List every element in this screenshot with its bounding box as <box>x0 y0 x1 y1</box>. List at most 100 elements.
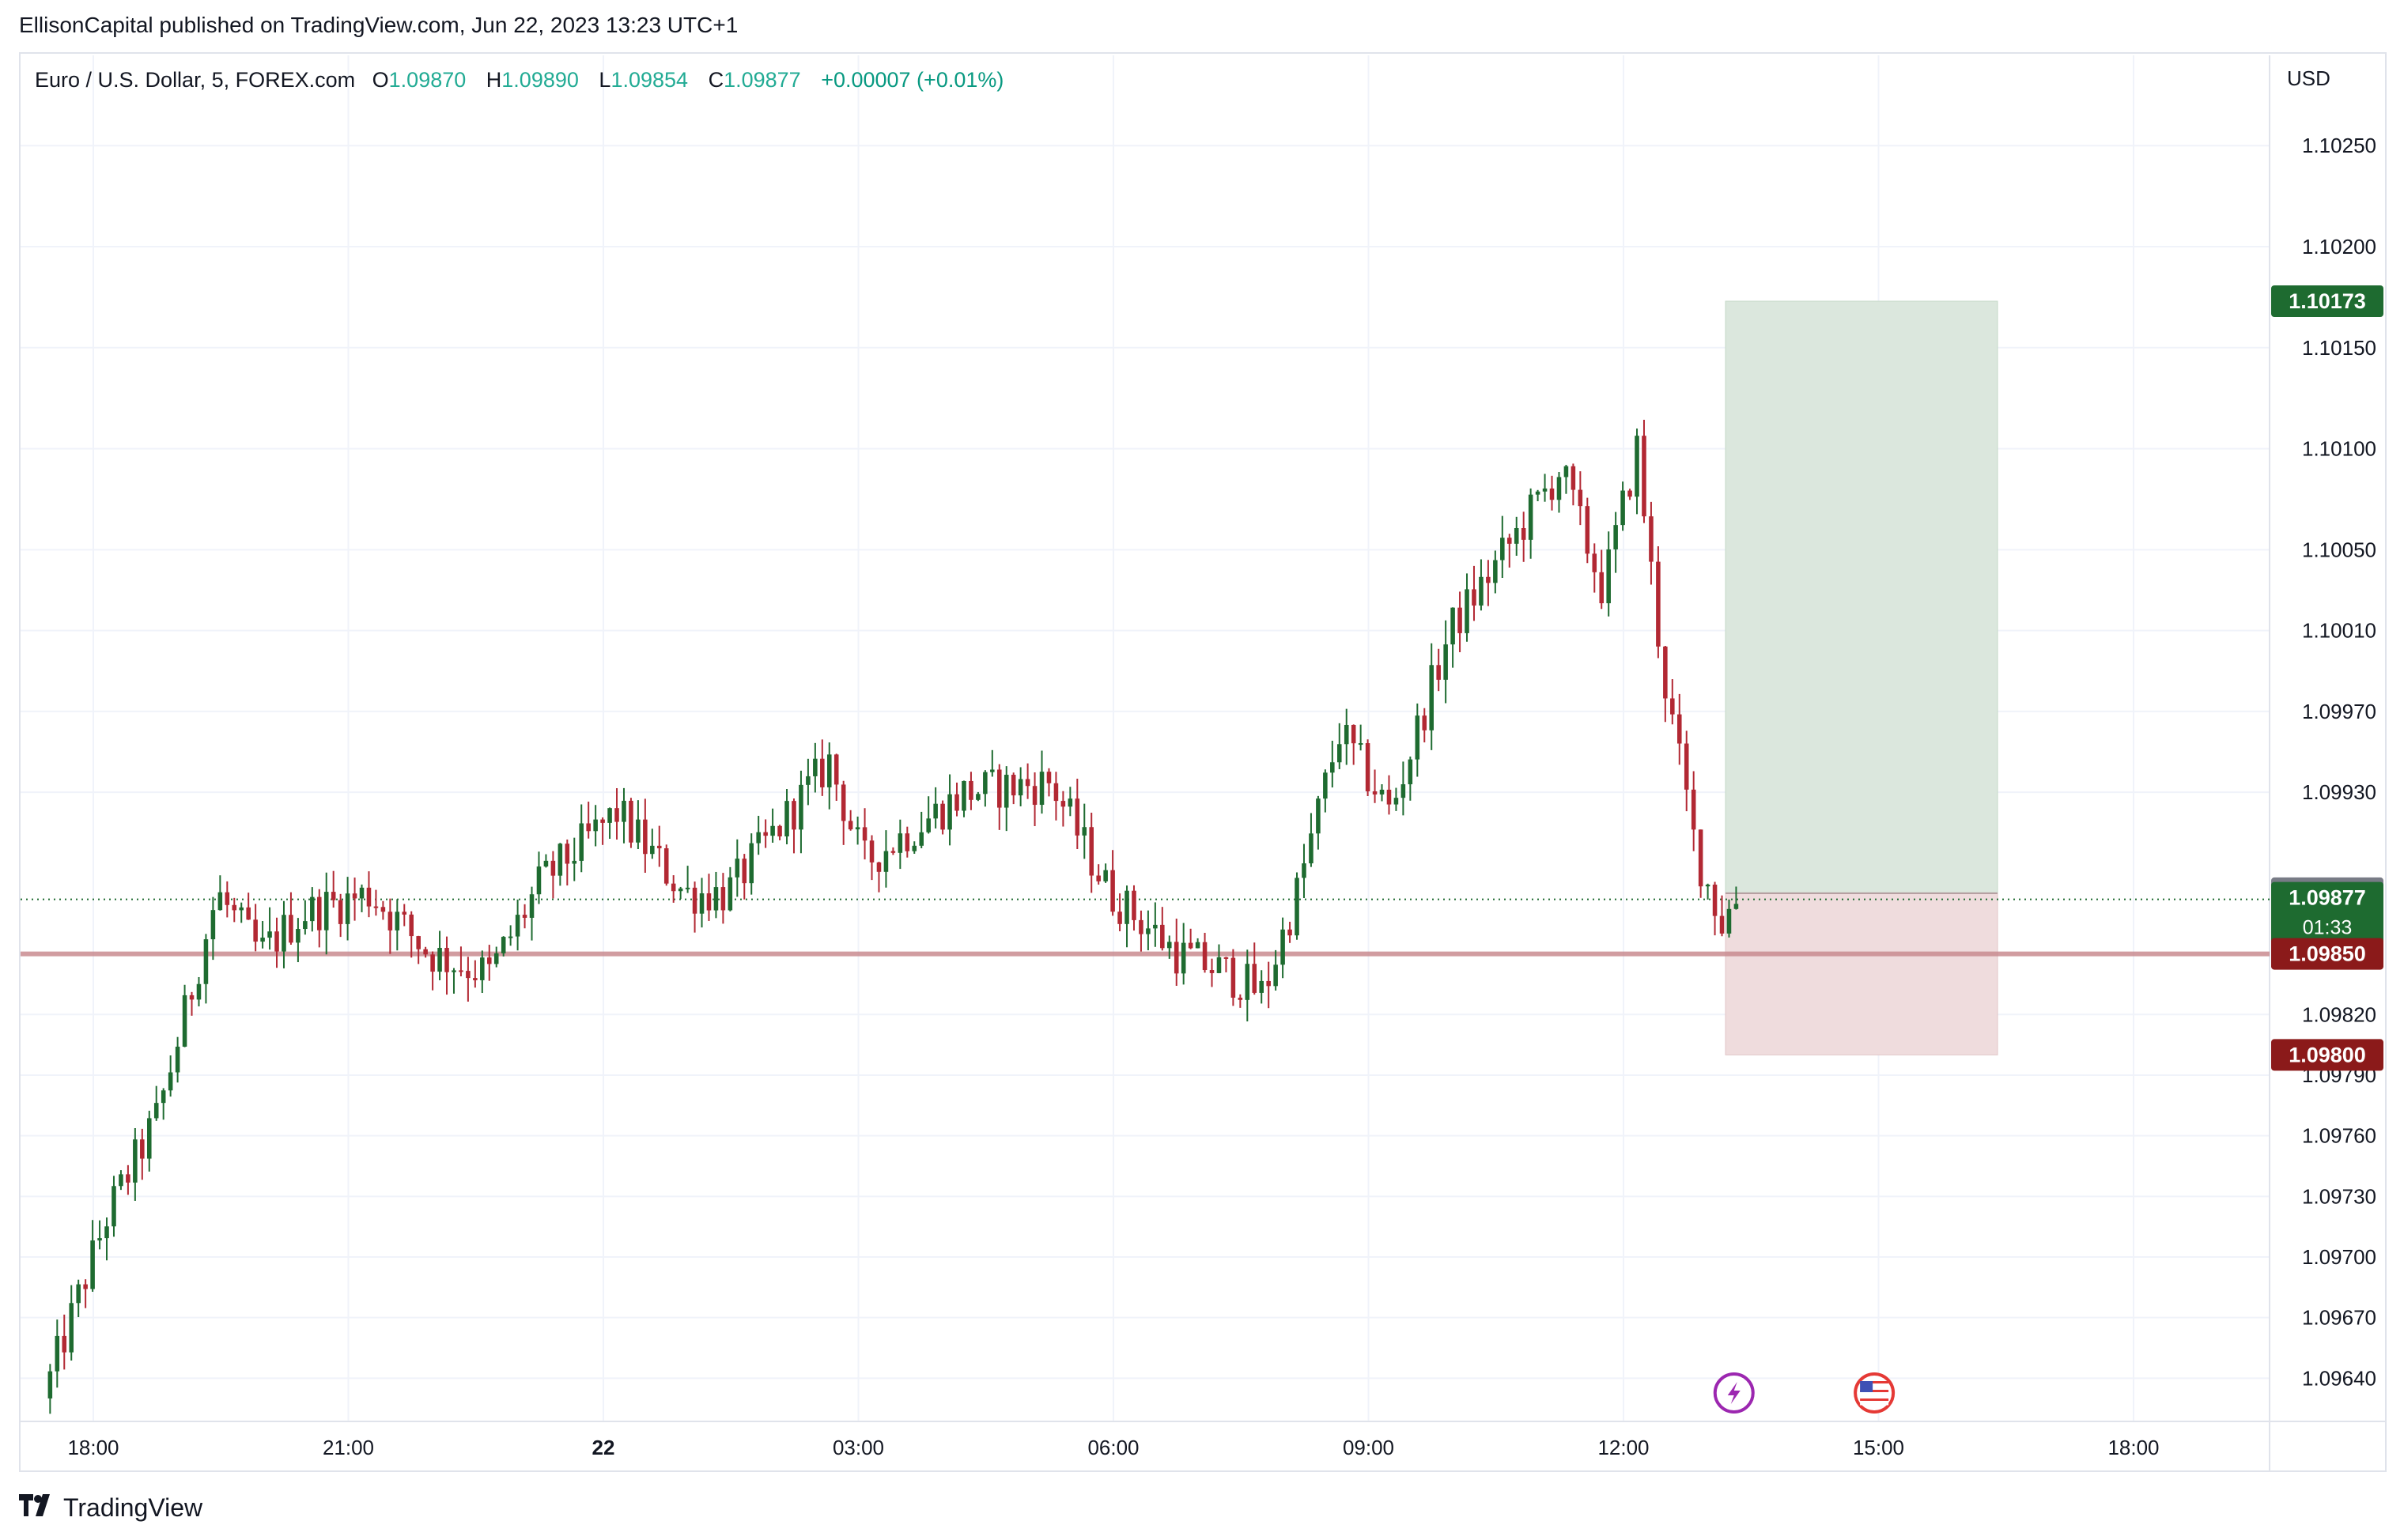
candle-body[interactable] <box>876 862 882 872</box>
candle-body[interactable] <box>260 938 265 942</box>
candle-body[interactable] <box>1082 827 1087 836</box>
candle-body[interactable] <box>833 754 839 785</box>
candle-body[interactable] <box>1238 998 1243 1000</box>
candle-body[interactable] <box>1216 957 1222 973</box>
candle-body[interactable] <box>1415 715 1420 760</box>
candle-body[interactable] <box>1075 798 1080 836</box>
candle-body[interactable] <box>806 776 811 785</box>
candle-body[interactable] <box>1323 772 1328 799</box>
candle-body[interactable] <box>969 780 973 800</box>
candle-body[interactable] <box>444 948 449 972</box>
candle-body[interactable] <box>1302 863 1306 878</box>
candle-body[interactable] <box>459 970 463 972</box>
candle-body[interactable] <box>62 1335 67 1353</box>
candle-body[interactable] <box>636 819 641 843</box>
candle-body[interactable] <box>1422 715 1427 730</box>
symbol-description[interactable]: Euro / U.S. Dollar, 5, FOREX.com <box>35 68 356 92</box>
candle-body[interactable] <box>826 754 832 787</box>
candle-body[interactable] <box>452 970 456 972</box>
candle-body[interactable] <box>699 893 705 914</box>
candle-body[interactable] <box>1004 775 1009 808</box>
candle-body[interactable] <box>1479 576 1484 606</box>
candle-body[interactable] <box>1132 890 1136 920</box>
candle-body[interactable] <box>1160 924 1165 949</box>
candle-body[interactable] <box>466 971 471 979</box>
candle-body[interactable] <box>1287 929 1292 936</box>
candle-body[interactable] <box>1613 525 1618 549</box>
candle-body[interactable] <box>1223 957 1229 959</box>
candle-body[interactable] <box>855 827 860 830</box>
candle-body[interactable] <box>756 832 761 844</box>
candle-body[interactable] <box>1563 466 1569 477</box>
candle-body[interactable] <box>558 844 563 876</box>
candle-body[interactable] <box>1245 964 1250 1000</box>
profit-zone[interactable] <box>1725 300 1998 894</box>
candle-body[interactable] <box>486 957 492 964</box>
candle-body[interactable] <box>600 819 605 823</box>
candle-body[interactable] <box>217 892 223 911</box>
candle-body[interactable] <box>232 904 237 911</box>
candle-body[interactable] <box>310 896 315 922</box>
candle-body[interactable] <box>536 866 542 895</box>
candle-body[interactable] <box>656 845 662 849</box>
candle-body[interactable] <box>423 949 428 955</box>
candle-body[interactable] <box>359 887 365 899</box>
candle-body[interactable] <box>1202 942 1208 971</box>
candle-body[interactable] <box>1627 490 1632 497</box>
candle-body[interactable] <box>55 1335 60 1372</box>
candlestick-series[interactable] <box>47 419 1739 1414</box>
candle-body[interactable] <box>112 1186 116 1227</box>
candle-body[interactable] <box>1592 553 1597 572</box>
candle-body[interactable] <box>153 1103 159 1119</box>
candle-body[interactable] <box>550 860 556 876</box>
candle-body[interactable] <box>508 936 513 938</box>
candle-body[interactable] <box>1146 928 1151 934</box>
candle-body[interactable] <box>593 819 598 832</box>
candle-body[interactable] <box>1230 957 1236 998</box>
candle-body[interactable] <box>430 954 435 972</box>
candle-body[interactable] <box>182 995 187 1047</box>
candle-body[interactable] <box>678 888 683 892</box>
candle-body[interactable] <box>168 1072 173 1091</box>
candle-body[interactable] <box>104 1226 109 1239</box>
candle-body[interactable] <box>565 844 570 864</box>
candle-body[interactable] <box>529 894 535 918</box>
candle-body[interactable] <box>1542 488 1548 492</box>
candle-body[interactable] <box>1351 724 1356 744</box>
candle-body[interactable] <box>1110 870 1115 912</box>
candle-body[interactable] <box>402 912 407 915</box>
candle-body[interactable] <box>1535 491 1540 495</box>
candle-body[interactable] <box>1556 477 1562 500</box>
candle-body[interactable] <box>1571 466 1576 490</box>
candle-body[interactable] <box>1670 698 1675 715</box>
candle-body[interactable] <box>47 1371 53 1398</box>
candle-body[interactable] <box>799 784 803 830</box>
candle-body[interactable] <box>366 887 372 907</box>
candle-body[interactable] <box>331 892 336 900</box>
candle-body[interactable] <box>720 887 726 911</box>
candle-body[interactable] <box>1712 884 1718 916</box>
candle-body[interactable] <box>1358 743 1363 745</box>
candle-body[interactable] <box>1400 784 1406 798</box>
candle-body[interactable] <box>352 893 357 899</box>
candle-body[interactable] <box>869 840 875 862</box>
candle-body[interactable] <box>543 860 549 867</box>
candle-body[interactable] <box>1096 875 1101 881</box>
candle-body[interactable] <box>1408 759 1413 785</box>
candle-body[interactable] <box>225 892 230 905</box>
candle-body[interactable] <box>323 892 329 930</box>
candle-body[interactable] <box>685 887 690 889</box>
candle-body[interactable] <box>83 1284 88 1289</box>
candle-body[interactable] <box>671 883 676 892</box>
candle-body[interactable] <box>69 1303 74 1353</box>
candle-body[interactable] <box>76 1284 81 1304</box>
candle-body[interactable] <box>210 910 216 940</box>
candle-body[interactable] <box>643 819 648 855</box>
candle-body[interactable] <box>1393 798 1399 805</box>
candle-body[interactable] <box>770 825 775 836</box>
candle-body[interactable] <box>1181 942 1186 974</box>
candle-body[interactable] <box>289 915 293 943</box>
candle-body[interactable] <box>926 818 931 832</box>
candle-body[interactable] <box>1386 789 1392 805</box>
candle-body[interactable] <box>1089 827 1094 876</box>
